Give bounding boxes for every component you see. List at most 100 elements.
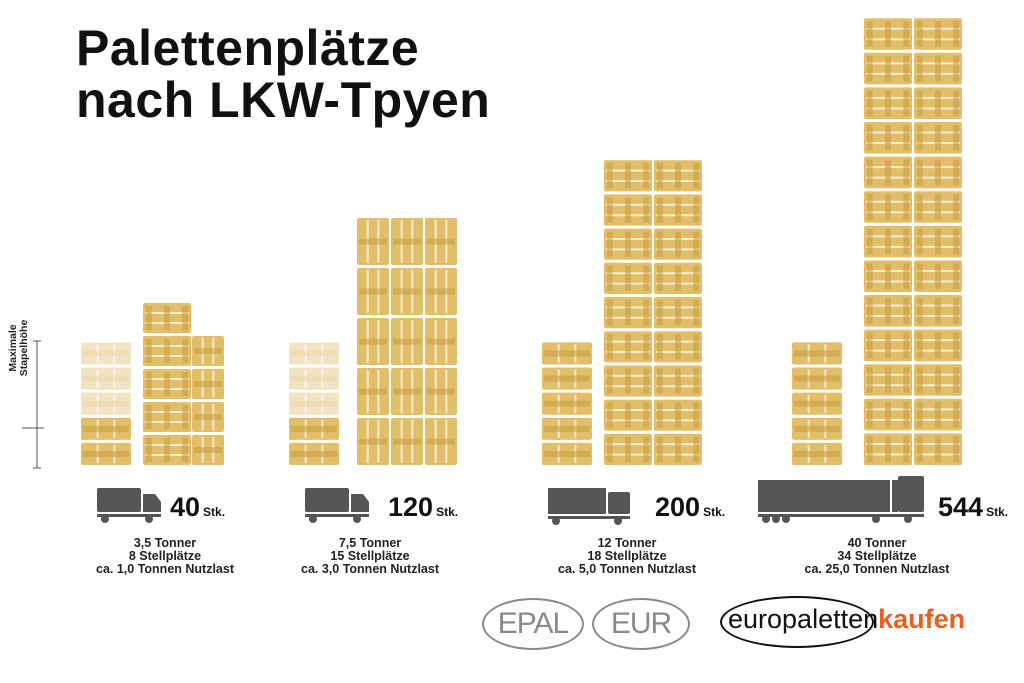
truck-wheel (904, 515, 912, 523)
truck-wheel (614, 517, 622, 525)
pallet-block (693, 368, 700, 394)
pallet-block (83, 450, 129, 457)
pallet-block (83, 400, 129, 407)
truck-wheel (101, 515, 109, 523)
truck-cab (143, 494, 161, 512)
pallet-block (794, 450, 840, 457)
pallet-block (885, 194, 891, 220)
pallet-block (675, 197, 681, 223)
brand-logo-part2: kaufen (878, 604, 966, 634)
pallet-block (953, 367, 960, 393)
pallet-block (145, 372, 152, 396)
pallet-block (885, 436, 891, 462)
caption-line: 18 Stellplätze (587, 549, 667, 563)
pallet-block (953, 298, 960, 324)
pallet-block (903, 263, 910, 289)
pallet-block (643, 436, 650, 462)
pallet-block (182, 405, 189, 429)
pallet-block (606, 197, 613, 223)
pallet-block (625, 436, 631, 462)
truck-coupling (892, 480, 898, 512)
caption-line: ca. 25,0 Tonnen Nutzlast (804, 562, 950, 576)
pallet-block (693, 163, 700, 189)
pallet-block (194, 414, 222, 420)
count-unit: Stk. (703, 505, 726, 519)
pallet-block (643, 197, 650, 223)
pallet-block (164, 339, 170, 363)
pallet-block (903, 436, 910, 462)
pallet-block (145, 405, 152, 429)
pallet-block (291, 400, 337, 407)
truck-chassis (97, 514, 161, 517)
pallet-block (903, 194, 910, 220)
pallet-block (903, 367, 910, 393)
truck-chassis (548, 516, 630, 519)
pallet-block (606, 300, 613, 326)
truck-trailer (758, 480, 890, 512)
caption-line: ca. 5,0 Tonnen Nutzlast (558, 562, 696, 576)
pallet-block (916, 194, 923, 220)
pallet-block (182, 372, 189, 396)
pallet-block (866, 194, 873, 220)
pallet-block (903, 401, 910, 428)
pallet-block (675, 163, 681, 189)
pallet-block (916, 90, 923, 116)
truck-wheel (353, 515, 361, 523)
pallet-block (359, 438, 387, 445)
caption-line: 12 Tonner (597, 536, 657, 550)
pallet-block (164, 438, 170, 462)
pallet-block (625, 265, 631, 291)
pallet-block (164, 405, 170, 429)
pallet-block (866, 332, 873, 359)
pallet-block (693, 436, 700, 462)
pallet-block (606, 265, 613, 291)
pallet-block (885, 332, 891, 359)
truck-cab (898, 476, 924, 512)
pallet-block (83, 375, 129, 382)
pallet-block (885, 159, 891, 186)
pallet-block (903, 228, 910, 255)
pallet-block (866, 228, 873, 255)
count-group-1: 40 Stk. (170, 492, 225, 523)
pallet-block (953, 21, 960, 47)
pallet-block (885, 263, 891, 289)
brand-logo-text: europalettenkaufen (728, 604, 965, 635)
pallet-block (643, 368, 650, 394)
pallet-block (656, 334, 663, 360)
count-value: 120 (388, 492, 434, 522)
pallet-block (885, 90, 891, 116)
pallet-block (359, 238, 387, 245)
truck-body (97, 488, 141, 512)
pallet-block (164, 306, 170, 330)
pallet-block (625, 231, 631, 257)
pallet-block (794, 425, 840, 432)
pallet-block (693, 300, 700, 326)
pallet-block (625, 163, 631, 189)
epal-logo-text: EPAL (497, 607, 569, 640)
pallet-block (393, 238, 421, 245)
pallet-block (916, 159, 923, 186)
pallet-block (656, 300, 663, 326)
pallet-block (903, 332, 910, 359)
pallet-block (291, 375, 337, 382)
pallet-block (427, 338, 455, 345)
caption-group-2: 7,5 Tonner 15 Stellplätze ca. 3,0 Tonnen… (270, 537, 470, 576)
pallet-block (83, 350, 129, 357)
pallet-block (916, 125, 923, 151)
pallet-block (903, 159, 910, 186)
pallet-block (866, 401, 873, 428)
pallet-block (656, 231, 663, 257)
pallet-block (145, 438, 152, 462)
pallet-block (866, 436, 873, 462)
pallet-block (885, 367, 891, 393)
epal-logo: EPAL (482, 598, 584, 650)
pallet-block (359, 388, 387, 395)
pallet-block (643, 402, 650, 428)
pallet-block (606, 334, 613, 360)
pallet-block (625, 402, 631, 428)
caption-line: 7,5 Tonner (338, 536, 402, 550)
pallet-block (291, 350, 337, 357)
pallet-block (866, 367, 873, 393)
pallet-block (866, 263, 873, 289)
